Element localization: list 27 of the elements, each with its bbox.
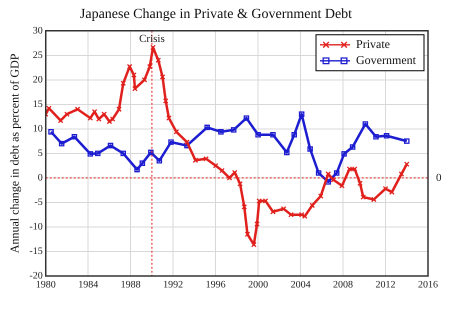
y-tick-label: 15 [32,98,43,110]
x-tick-label: 2016 [418,280,438,291]
y-tick-label: 5 [38,148,43,160]
y-tick-label: -20 [29,270,43,282]
x-tick-label: 1996 [206,280,226,291]
y-tick-label: 10 [32,124,43,135]
x-tick-label: 1992 [163,280,184,291]
x-tick-label: 2004 [290,280,311,291]
x-tick-label: 2008 [333,280,354,291]
legend-label: Government [356,52,417,67]
y-tick-label: 0 [38,172,43,184]
y-tick-label: -15 [29,246,43,258]
ref-line-label: Crisis [139,33,165,46]
chart-title: Japanese Change in Private & Government Debt [80,7,352,22]
y-tick-label: -5 [34,197,43,208]
y-tick-label: 20 [32,74,43,86]
y-axis-title: Annual change in debt as percent of GDP [7,53,22,254]
y-tick-label: 30 [32,25,43,36]
x-tick-label: 1980 [36,280,56,291]
legend-label: Private [356,36,390,51]
x-tick-label: 2012 [376,280,396,291]
ref-line-label: 0 [436,172,442,184]
y-tick-label: 25 [32,50,43,61]
x-tick-label: 1984 [78,280,98,291]
x-tick-label: 1988 [120,280,141,291]
x-tick-label: 2000 [248,280,268,291]
y-tick-label: -10 [29,222,43,233]
